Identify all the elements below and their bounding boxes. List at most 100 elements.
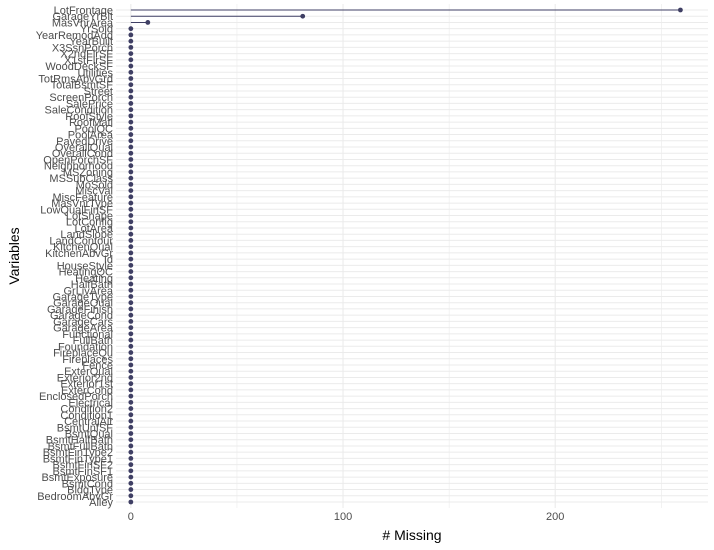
y-tick-label: Id [104, 254, 113, 266]
data-point [128, 337, 134, 343]
data-point [128, 169, 134, 175]
y-tick-label: Condition2 [60, 404, 113, 416]
data-point [678, 7, 683, 13]
y-tick-label: X2ndFlrSF [60, 49, 113, 61]
data-point [128, 69, 134, 75]
y-tick-label: BsmtFullBath [48, 441, 113, 453]
y-tick-label: Electrical [68, 397, 113, 409]
data-point [128, 468, 134, 474]
data-point [128, 368, 134, 374]
data-point [128, 281, 134, 287]
data-point [128, 76, 134, 81]
data-point [128, 287, 134, 293]
y-tick-label: YrSold [80, 24, 113, 36]
y-tick-label: WoodDeckSF [45, 61, 113, 73]
y-tick-label: KitchenQual [53, 242, 113, 254]
y-tick-label: Foundation [58, 341, 113, 353]
y-tick-label: MoSold [76, 179, 113, 191]
data-point [128, 412, 134, 418]
data-point [128, 406, 134, 411]
data-point [128, 437, 134, 443]
data-point [128, 32, 134, 38]
data-point [128, 82, 134, 88]
y-tick-label: SaleCondition [45, 105, 114, 117]
y-tick-label: LandContour [49, 235, 113, 247]
y-tick-label: Functional [62, 329, 113, 341]
y-tick-label: Exterior2nd [57, 372, 113, 384]
y-tick-label: LowQualFinSF [40, 204, 113, 216]
data-point [128, 63, 134, 69]
data-point [128, 138, 134, 144]
y-tick-label: GrLivArea [63, 285, 113, 297]
y-tick-label: LandSlope [60, 229, 113, 241]
y-tick-label: TotRmsAbvGrd [38, 74, 113, 86]
data-point [128, 331, 134, 337]
data-point [128, 175, 134, 181]
y-tick-label: Heating [75, 273, 113, 285]
y-tick-label: TotalBsmtSF [51, 80, 114, 92]
data-point [128, 449, 134, 455]
data-point [128, 101, 134, 106]
y-tick-label: CentralAir [64, 416, 113, 428]
y-tick-label: BsmtFinType1 [43, 453, 113, 465]
data-point [128, 88, 134, 94]
y-tick-label: BsmtCond [62, 478, 113, 490]
y-tick-label: GarageCars [53, 316, 113, 328]
y-tick-label: MasVnrArea [52, 17, 114, 29]
y-tick-label: OpenPorchSF [43, 154, 113, 166]
data-point [128, 300, 134, 306]
y-tick-label: BldgType [67, 485, 113, 497]
data-point [128, 38, 134, 44]
y-tick-label: GarageQual [53, 298, 113, 310]
y-tick-label: GarageYrBlt [52, 11, 113, 23]
y-tick-label: FireplaceQu [53, 348, 113, 360]
data-point [128, 418, 134, 424]
data-point [128, 350, 134, 355]
x-tick-label: 100 [334, 511, 352, 523]
data-point [128, 231, 134, 237]
data-point [128, 493, 134, 499]
data-point [128, 362, 134, 368]
y-tick-label: LotShape [66, 211, 113, 223]
y-tick-label: HeatingQC [59, 267, 113, 279]
y-tick-label: BedroomAbvGr [37, 491, 113, 503]
y-tick-label: EnclosedPorch [39, 391, 113, 403]
y-tick-label: Fireplaces [62, 354, 113, 366]
y-tick-label: PoolArea [68, 130, 114, 142]
y-tick-label: RoofStyle [65, 111, 113, 123]
data-point [128, 219, 134, 225]
y-tick-label: GarageType [52, 291, 113, 303]
data-point [128, 269, 134, 274]
data-point [128, 325, 134, 331]
data-point [128, 51, 134, 56]
y-tick-label: Alley [89, 497, 113, 509]
y-tick-label: BsmtFinSF2 [52, 460, 113, 472]
y-tick-label: Fence [82, 360, 113, 372]
y-tick-label: BsmtFinType2 [43, 447, 113, 459]
y-tick-label: MiscFeature [52, 192, 113, 204]
data-point [128, 125, 134, 131]
data-point [128, 318, 134, 324]
y-tick-label: Exterior1st [60, 379, 113, 391]
y-tick-label: HouseStyle [57, 260, 113, 272]
y-axis-title: Variables [6, 227, 22, 284]
data-point [128, 206, 134, 212]
y-tick-label: OverallCond [52, 148, 113, 160]
y-tick-label: BsmtUnfSF [57, 422, 114, 434]
y-tick-label: SalePrice [66, 98, 113, 110]
y-tick-label: LotArea [74, 223, 113, 235]
y-tick-labels: LotFrontageGarageYrBltMasVnrAreaYrSoldYe… [36, 5, 114, 509]
data-point [128, 499, 134, 505]
data-point [128, 456, 134, 461]
data-point [128, 113, 134, 119]
data-point [128, 57, 134, 63]
data-point [128, 244, 134, 250]
data-point [128, 462, 134, 468]
data-point [128, 200, 134, 206]
data-point [128, 431, 134, 436]
data-point [300, 13, 306, 19]
y-tick-label: LotConfig [66, 217, 113, 229]
data-point [128, 262, 134, 268]
x-tick-labels: 0 100 200 [128, 511, 565, 523]
y-tick-label: GarageArea [53, 323, 114, 335]
